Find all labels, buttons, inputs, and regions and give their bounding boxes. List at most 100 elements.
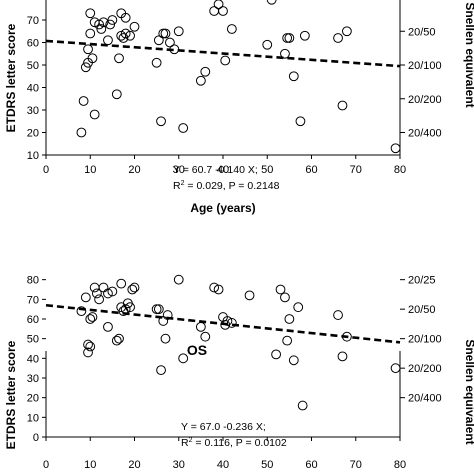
data-point — [220, 55, 231, 66]
data-point — [129, 282, 140, 293]
data-point — [83, 347, 93, 358]
data-point — [282, 335, 293, 346]
regression-stats: R2 = 0.029, P = 0.2148 — [173, 180, 280, 192]
data-point — [337, 351, 348, 362]
y-tick-label: 20 — [27, 128, 39, 140]
data-point — [116, 278, 127, 289]
panel-title: OS — [187, 342, 207, 358]
data-point — [226, 318, 237, 328]
y2-tick-label: 20/100 — [408, 334, 442, 346]
y2-tick-label: 20/400 — [408, 128, 442, 140]
y-tick-label: 80 — [27, 275, 39, 287]
x-tick-label: 10 — [84, 164, 96, 176]
data-point — [89, 109, 100, 120]
data-point — [103, 321, 113, 332]
x-tick-labels: 0 10 20 30 40 50 60 70 80 — [43, 437, 406, 471]
x-tick-label: 80 — [394, 164, 406, 176]
data-point — [158, 28, 169, 39]
data-point — [342, 26, 352, 37]
data-points — [76, 274, 401, 411]
x-tick-label: 10 — [84, 459, 96, 471]
x-tick-label: 40 — [217, 164, 229, 176]
data-point — [165, 37, 175, 48]
trend-line — [45, 303, 401, 344]
data-point — [94, 19, 104, 30]
data-point — [80, 62, 91, 73]
data-point — [195, 321, 206, 332]
data-point — [213, 284, 224, 295]
data-point — [156, 116, 166, 127]
data-point — [153, 304, 164, 315]
data-point — [83, 339, 93, 350]
y-tick-label: 30 — [27, 105, 39, 117]
data-point — [178, 123, 189, 133]
data-point — [160, 333, 171, 344]
data-point — [125, 302, 135, 313]
y2-tick-label: 20/50 — [408, 304, 436, 316]
data-point — [226, 24, 237, 34]
x-tick-label: 70 — [350, 164, 362, 176]
data-point — [98, 17, 109, 28]
data-point — [173, 26, 184, 37]
data-point — [105, 19, 116, 30]
data-point — [114, 333, 124, 344]
x-tick-label: 30 — [173, 459, 185, 471]
data-point — [209, 282, 220, 293]
data-point — [200, 66, 211, 77]
data-point — [80, 292, 91, 303]
data-point — [275, 284, 286, 295]
x-tick-label: 40 — [217, 459, 229, 471]
data-point — [151, 57, 162, 68]
y2-tick-labels: 20/25 20/50 20/100 20/200 20/400 — [400, 275, 442, 405]
x-tick-label: 0 — [43, 164, 49, 176]
y-tick-label: 30 — [27, 373, 39, 385]
data-point — [111, 89, 122, 100]
y-tick-label: 0 — [33, 432, 39, 444]
y-tick-label: 50 — [27, 60, 39, 72]
x-tick-label: 60 — [305, 459, 317, 471]
regression-stats: R2 = 0.116, P = 0.0102 — [181, 437, 287, 449]
data-point — [91, 288, 102, 299]
x-tick-label: 60 — [305, 164, 317, 176]
data-point — [107, 286, 118, 297]
data-point — [173, 274, 184, 285]
y2-tick-label: 20/200 — [408, 94, 442, 106]
data-point — [266, 0, 277, 5]
y-tick-label: 10 — [27, 150, 39, 162]
y-tick-label: 60 — [27, 314, 39, 326]
y-tick-label: 70 — [27, 15, 39, 27]
y-tick-label: 40 — [27, 353, 39, 365]
data-point — [118, 33, 129, 43]
data-point — [195, 75, 206, 86]
data-point — [333, 310, 343, 320]
data-point — [299, 30, 310, 41]
data-point — [85, 8, 96, 19]
y-tick-label: 10 — [27, 412, 39, 424]
y-tick-label: 50 — [27, 334, 39, 346]
data-point — [151, 304, 162, 315]
data-point — [87, 53, 98, 64]
data-point — [120, 12, 131, 23]
y2-axis-title: Snellen equivalent — [463, 339, 474, 444]
panel-os: 0 10 20 30 40 50 60 70 80 0 10 20 30 40 50 60 70 80 20/2… — [4, 275, 474, 471]
data-point — [85, 314, 96, 324]
x-tick-label: 30 — [173, 164, 185, 176]
y-axis-title: ETDRS letter score — [4, 23, 18, 132]
trend-line — [45, 39, 401, 68]
data-point — [76, 306, 87, 317]
y2-tick-label: 20/200 — [408, 363, 442, 375]
data-point — [295, 116, 306, 127]
y2-tick-labels: 20/50 20/100 20/200 20/400 — [400, 26, 442, 140]
data-point — [127, 284, 138, 295]
data-point — [262, 39, 273, 50]
data-point — [111, 335, 122, 346]
y2-tick-label: 20/100 — [408, 60, 442, 72]
data-point — [200, 331, 211, 342]
y2-axis-title: Snellen equivalent — [463, 2, 474, 107]
y-tick-label: 70 — [27, 294, 39, 306]
data-point — [178, 353, 189, 364]
data-point — [271, 349, 282, 360]
data-point — [244, 290, 255, 301]
